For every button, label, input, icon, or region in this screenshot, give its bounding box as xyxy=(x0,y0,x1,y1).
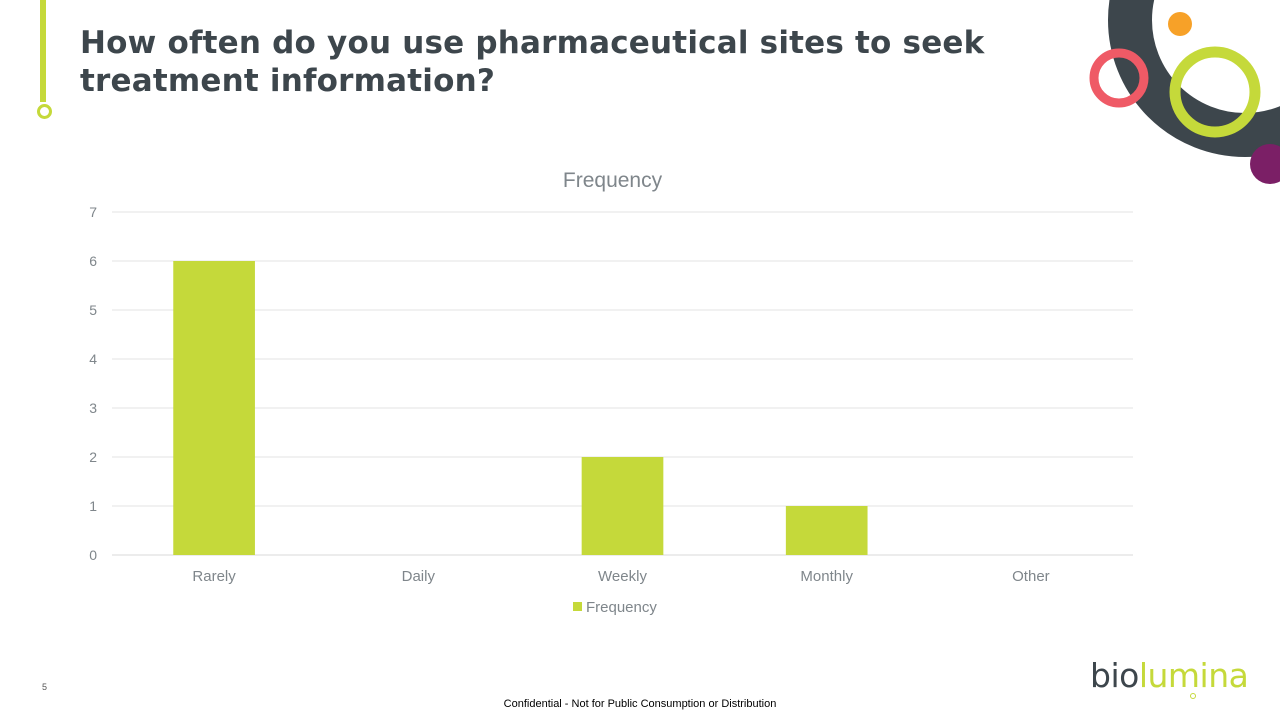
title-accent-ring xyxy=(37,104,52,119)
logo-part-lumina: lumina xyxy=(1138,656,1249,695)
legend-label: Frequency xyxy=(586,599,657,616)
y-tick-label: 5 xyxy=(89,302,97,318)
chart-title: Frequency xyxy=(563,169,663,192)
x-tick-label: Weekly xyxy=(598,568,647,585)
bar xyxy=(581,457,664,555)
x-tick-label: Monthly xyxy=(800,568,853,585)
title-accent-bar xyxy=(40,0,46,102)
y-tick-label: 1 xyxy=(89,498,97,514)
confidential-footer: Confidential - Not for Public Consumptio… xyxy=(503,698,777,710)
coral-ring xyxy=(1089,48,1149,108)
slide-title: How often do you use pharmaceutical site… xyxy=(80,25,985,99)
purple-dot xyxy=(1250,144,1280,184)
x-tick-label: Rarely xyxy=(192,568,236,585)
bar xyxy=(785,506,868,555)
logo-part-bio: bio xyxy=(1090,656,1139,695)
y-tick-label: 0 xyxy=(89,547,97,563)
biolumina-logo: biolumina xyxy=(1090,656,1249,696)
y-tick-label: 7 xyxy=(89,204,97,220)
dark-arc-ring xyxy=(1108,0,1280,157)
x-tick-label: Other xyxy=(1012,568,1050,585)
legend-swatch xyxy=(573,602,582,611)
y-tick-label: 4 xyxy=(89,351,97,367)
orange-dot xyxy=(1168,12,1192,36)
y-tick-label: 6 xyxy=(89,253,97,269)
y-tick-label: 2 xyxy=(89,449,97,465)
y-tick-label: 3 xyxy=(89,400,97,416)
logo-dot-icon xyxy=(1190,693,1196,699)
bar xyxy=(173,261,255,555)
x-tick-label: Daily xyxy=(402,568,436,585)
lime-ring xyxy=(1169,46,1261,138)
slide-number: 5 xyxy=(42,682,48,692)
